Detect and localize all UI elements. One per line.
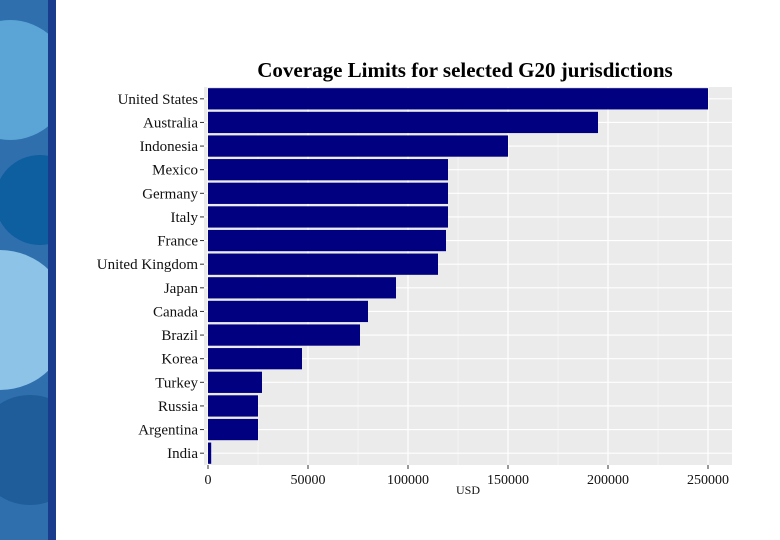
slide-decoration-band [0, 0, 56, 540]
y-tick-label: France [157, 234, 198, 250]
bar [208, 229, 446, 252]
y-tick-label: Turkey [155, 375, 198, 391]
y-tick-label: Korea [161, 352, 198, 368]
y-tick-label: Argentina [138, 423, 198, 439]
x-axis-ticks: 0 50000 100000 150000 200000 250000 [205, 465, 729, 488]
x-tick-label: 200000 [587, 473, 629, 488]
y-tick-label: Russia [158, 399, 198, 415]
bar [208, 277, 396, 299]
x-tick-label: 250000 [687, 473, 729, 488]
bar [208, 206, 448, 228]
y-tick-label: Canada [153, 304, 198, 320]
y-axis-ticks: United States Australia Indonesia Mexico Ger… [97, 92, 204, 462]
bar [208, 135, 508, 157]
x-tick-label: 150000 [487, 473, 529, 488]
y-tick-label: Mexico [152, 163, 198, 179]
y-tick-label: Japan [164, 281, 199, 297]
bar [208, 182, 448, 204]
x-tick-label: 0 [205, 473, 212, 488]
y-tick-label: United Kingdom [97, 257, 199, 273]
bar [208, 111, 598, 134]
y-tick-label: Indonesia [140, 139, 199, 155]
y-tick-label: Brazil [161, 328, 198, 344]
bar [208, 253, 438, 275]
bar [208, 159, 448, 181]
bar [208, 348, 302, 370]
x-axis-title: USD [456, 483, 480, 497]
bar [208, 88, 708, 110]
bar [208, 371, 262, 393]
bar [208, 442, 212, 464]
y-tick-label: India [167, 446, 198, 462]
x-tick-label: 100000 [387, 473, 429, 488]
bar [208, 324, 360, 346]
bars [208, 88, 708, 464]
y-tick-label: Italy [171, 210, 199, 226]
y-tick-label: Germany [142, 186, 198, 202]
chart-title: Coverage Limits for selected G20 jurisdi… [257, 58, 673, 82]
bar [208, 300, 368, 323]
bar [208, 418, 258, 441]
y-tick-label: Australia [143, 115, 198, 131]
bar [208, 395, 258, 417]
x-tick-label: 50000 [291, 473, 326, 488]
y-tick-label: United States [118, 92, 199, 108]
